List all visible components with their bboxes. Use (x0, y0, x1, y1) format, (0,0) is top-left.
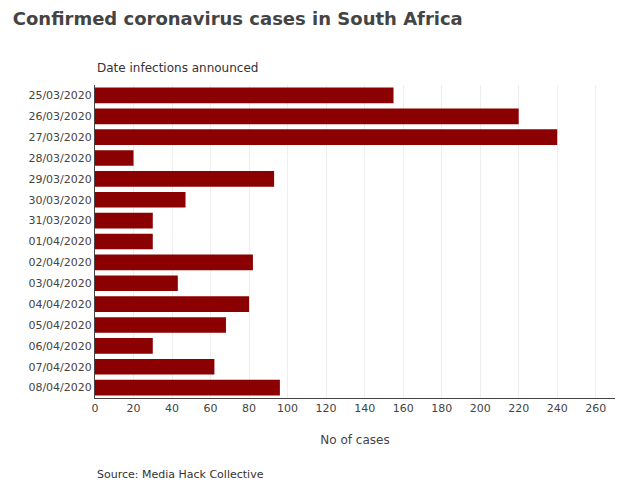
svg-text:03/04/2020: 03/04/2020 (28, 277, 91, 290)
svg-text:Confirmed coronavirus cases in: Confirmed coronavirus cases in South Afr… (13, 8, 463, 29)
svg-text:26/03/2020: 26/03/2020 (28, 110, 91, 123)
svg-text:31/03/2020: 31/03/2020 (28, 214, 91, 227)
svg-text:05/04/2020: 05/04/2020 (28, 319, 91, 332)
svg-text:01/04/2020: 01/04/2020 (28, 235, 91, 248)
svg-text:200: 200 (470, 402, 491, 415)
svg-text:60: 60 (204, 402, 218, 415)
svg-text:No of cases: No of cases (320, 433, 389, 447)
svg-text:28/03/2020: 28/03/2020 (28, 152, 91, 165)
svg-text:0: 0 (92, 402, 99, 415)
svg-text:07/04/2020: 07/04/2020 (28, 361, 91, 374)
svg-text:08/04/2020: 08/04/2020 (28, 381, 91, 394)
svg-text:100: 100 (277, 402, 298, 415)
svg-text:220: 220 (508, 402, 529, 415)
svg-text:180: 180 (431, 402, 452, 415)
svg-text:25/03/2020: 25/03/2020 (28, 89, 91, 102)
svg-text:30/03/2020: 30/03/2020 (28, 194, 91, 207)
svg-text:40: 40 (165, 402, 179, 415)
svg-text:Date infections announced: Date infections announced (97, 61, 258, 75)
svg-text:29/03/2020: 29/03/2020 (28, 173, 91, 186)
svg-text:20: 20 (127, 402, 141, 415)
svg-text:27/03/2020: 27/03/2020 (28, 131, 91, 144)
svg-text:260: 260 (585, 402, 606, 415)
svg-text:240: 240 (547, 402, 568, 415)
svg-text:120: 120 (316, 402, 337, 415)
svg-text:02/04/2020: 02/04/2020 (28, 256, 91, 269)
svg-text:06/04/2020: 06/04/2020 (28, 340, 91, 353)
svg-text:140: 140 (354, 402, 375, 415)
svg-text:80: 80 (242, 402, 256, 415)
svg-text:Source: Media Hack Collective: Source: Media Hack Collective (97, 468, 264, 481)
svg-text:160: 160 (393, 402, 414, 415)
svg-text:04/04/2020: 04/04/2020 (28, 298, 91, 311)
